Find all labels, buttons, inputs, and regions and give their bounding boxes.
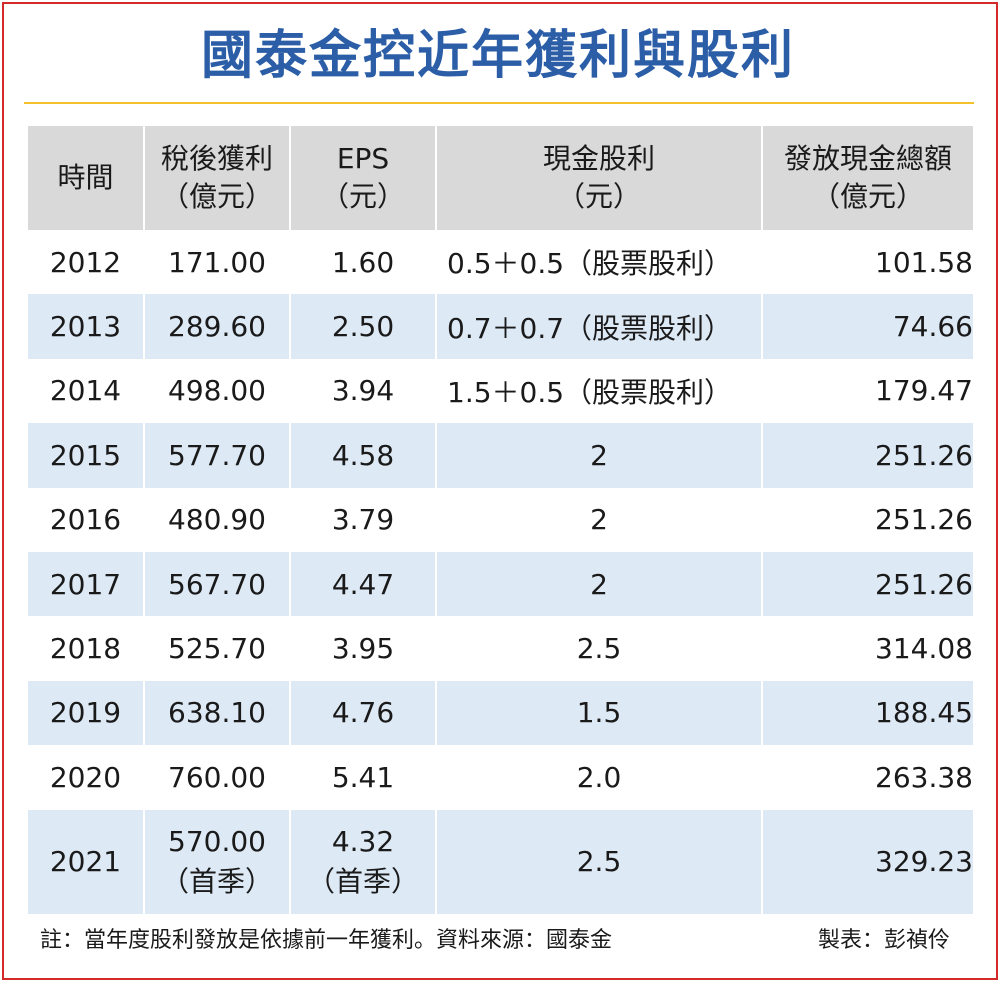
cell-year: 2021: [26, 809, 145, 914]
cell-dividend: 0.7＋0.7（股票股利）: [435, 294, 763, 359]
cell-total: 179.47: [761, 358, 975, 424]
cell-eps: 5.41: [289, 745, 437, 810]
cell-dividend: 2.5: [435, 809, 763, 914]
cell-profit: 577.70: [143, 423, 291, 488]
cell-eps: 1.60: [289, 230, 437, 295]
cell-year: 2017: [26, 551, 145, 617]
table-header-row: 時間 稅後獲利 （億元） EPS （元） 現金股利 （元） 發放現金總額 （億元…: [26, 126, 975, 230]
table-row: 2016 480.90 3.79 2 251.26: [26, 487, 975, 552]
cell-profit: 570.00 （首季）: [143, 809, 291, 914]
table-row: 2015 577.70 4.58 2 251.26: [26, 423, 975, 488]
cell-total: 101.58: [761, 230, 975, 295]
cell-eps: 4.32 （首季）: [289, 809, 437, 914]
header-cash-dividend-label: 現金股利: [542, 142, 655, 175]
cell-year: 2012: [26, 230, 145, 295]
cell-dividend: 1.5＋0.5（股票股利）: [435, 358, 763, 424]
header-profit-label: 稅後獲利: [160, 142, 273, 175]
cell-year: 2020: [26, 745, 145, 810]
header-total-cash-unit: （億元）: [811, 180, 924, 213]
cell-year: 2018: [26, 616, 145, 681]
header-eps: EPS （元）: [289, 126, 437, 230]
cell-eps-note: （首季）: [306, 864, 419, 898]
header-time: 時間: [26, 126, 145, 230]
cell-eps: 4.47: [289, 551, 437, 617]
cell-profit: 171.00: [143, 230, 291, 295]
cell-dividend: 0.5＋0.5（股票股利）: [435, 230, 763, 295]
cell-dividend: 2: [435, 551, 763, 617]
cell-eps: 2.50: [289, 294, 437, 359]
header-eps-unit: （元）: [320, 180, 405, 213]
cell-total: 251.26: [761, 551, 975, 617]
dividend-table: 時間 稅後獲利 （億元） EPS （元） 現金股利 （元） 發放現金總額 （億元…: [26, 126, 975, 914]
cell-eps: 4.58: [289, 423, 437, 488]
header-eps-label: EPS: [336, 142, 390, 175]
table-row: 2021 570.00 （首季） 4.32 （首季） 2.5 329.23: [26, 809, 975, 914]
cell-total: 251.26: [761, 423, 975, 488]
table-row: 2019 638.10 4.76 1.5 188.45: [26, 680, 975, 746]
cell-dividend: 2.5: [435, 616, 763, 681]
cell-profit-value: 570.00: [168, 824, 266, 858]
cell-eps: 4.76: [289, 680, 437, 746]
cell-profit-note: （首季）: [160, 864, 273, 898]
cell-year: 2016: [26, 487, 145, 552]
cell-dividend: 2: [435, 423, 763, 488]
table-row: 2017 567.70 4.47 2 251.26: [26, 551, 975, 617]
cell-total: 251.26: [761, 487, 975, 552]
cell-eps: 3.94: [289, 358, 437, 424]
cell-profit: 567.70: [143, 551, 291, 617]
cell-year: 2015: [26, 423, 145, 488]
cell-eps: 3.95: [289, 616, 437, 681]
cell-year: 2013: [26, 294, 145, 359]
table-row: 2018 525.70 3.95 2.5 314.08: [26, 616, 975, 681]
header-profit: 稅後獲利 （億元）: [143, 126, 291, 230]
cell-eps: 3.79: [289, 487, 437, 552]
cell-eps-value: 4.32: [331, 824, 395, 858]
table-row: 2014 498.00 3.94 1.5＋0.5（股票股利） 179.47: [26, 358, 975, 424]
header-time-label: 時間: [57, 161, 114, 194]
header-profit-unit: （億元）: [160, 180, 273, 213]
title-divider: [24, 102, 974, 104]
cell-total: 314.08: [761, 616, 975, 681]
table-row: 2020 760.00 5.41 2.0 263.38: [26, 745, 975, 810]
cell-profit: 498.00: [143, 358, 291, 424]
footnote: 註：當年度股利發放是依據前一年獲利。資料來源：國泰金: [40, 928, 613, 953]
cell-dividend: 2.0: [435, 745, 763, 810]
cell-total: 329.23: [761, 809, 975, 914]
cell-year: 2019: [26, 680, 145, 746]
header-cash-dividend-unit: （元）: [556, 180, 641, 213]
header-total-cash-label: 發放現金總額: [783, 142, 952, 175]
header-total-cash: 發放現金總額 （億元）: [761, 126, 975, 230]
page-title: 國泰金控近年獲利與股利: [200, 26, 795, 86]
cell-total: 74.66: [761, 294, 975, 359]
table-row: 2013 289.60 2.50 0.7＋0.7（股票股利） 74.66: [26, 294, 975, 359]
cell-profit: 760.00: [143, 745, 291, 810]
table-row: 2012 171.00 1.60 0.5＋0.5（股票股利） 101.58: [26, 230, 975, 295]
cell-total: 263.38: [761, 745, 975, 810]
cell-profit: 525.70: [143, 616, 291, 681]
header-cash-dividend: 現金股利 （元）: [435, 126, 763, 230]
cell-profit: 480.90: [143, 487, 291, 552]
cell-profit: 638.10: [143, 680, 291, 746]
cell-dividend: 1.5: [435, 680, 763, 746]
table-maker-credit: 製表：彭禎伶: [818, 928, 951, 953]
cell-dividend: 2: [435, 487, 763, 552]
cell-total: 188.45: [761, 680, 975, 746]
cell-year: 2014: [26, 358, 145, 424]
cell-profit: 289.60: [143, 294, 291, 359]
